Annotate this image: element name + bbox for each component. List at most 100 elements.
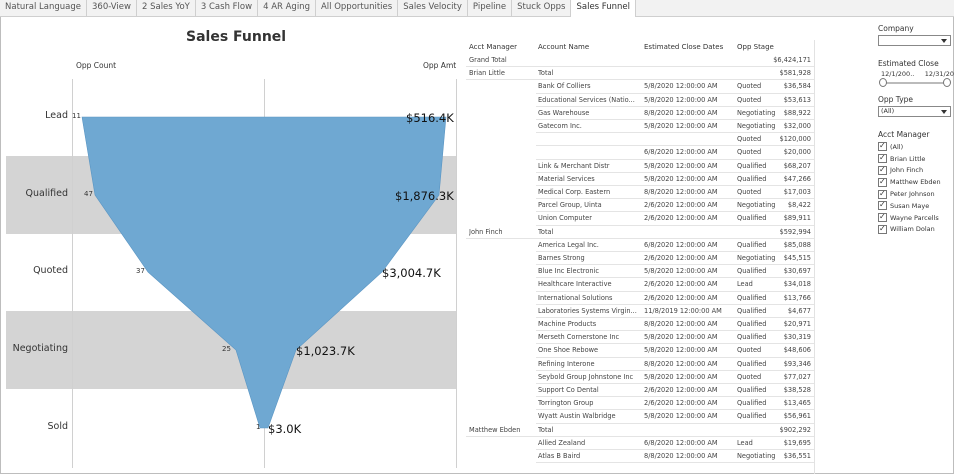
header-opp-stage[interactable]: Opp Stage <box>737 43 774 51</box>
checkbox-checked-icon[interactable] <box>878 224 887 234</box>
table-row[interactable]: Quoted $120,000 <box>466 133 814 146</box>
cell-opp-stage: Quoted <box>737 135 762 144</box>
cell-opp-stage: Negotiating <box>737 452 776 460</box>
checkbox-checked-icon[interactable] <box>878 212 887 223</box>
table-row[interactable]: Merseth Cornerstone Inc 5/8/2020 12:00:00… <box>466 331 814 344</box>
acct-manager-option[interactable]: Brian Little <box>878 153 954 165</box>
slider-knob-end[interactable] <box>943 78 951 87</box>
table-row[interactable]: America Legal Inc. 6/8/2020 12:00:00 AM Qu… <box>466 239 814 252</box>
table-row[interactable]: Laboratories Systems Virgin... 11/8/2019 … <box>466 305 814 318</box>
table-row[interactable]: Material Services 5/8/2020 12:00:00 AM Qua… <box>466 173 814 186</box>
acct-manager-option[interactable]: (All) <box>878 141 954 153</box>
table-row[interactable]: Seybold Group Johnstone Inc 5/8/2020 12:0… <box>466 371 814 384</box>
company-filter-title: Company <box>878 24 914 33</box>
cell-account-name: Seybold Group Johnstone Inc <box>538 372 634 381</box>
cell-opp-stage: Qualified <box>737 161 767 170</box>
cell-opp-amount: $48,606 <box>783 346 811 355</box>
acct-manager-option[interactable]: John Finch <box>878 165 954 177</box>
cell-close-date: 8/8/2020 12:00:00 AM <box>644 320 718 328</box>
cell-opp-amount: $68,207 <box>783 161 811 170</box>
acct-manager-title: Acct Manager <box>878 130 930 139</box>
stage-label-quoted: Quoted <box>33 265 68 276</box>
tab-natural-language[interactable]: Natural Language <box>0 0 88 16</box>
checkbox-checked-icon[interactable] <box>878 177 887 187</box>
cell-close-date: 2/6/2020 12:00:00 AM <box>644 399 718 408</box>
opp-amount-quoted: $3,004.7K <box>382 266 441 280</box>
cell-account-name: Support Co Dental <box>538 386 599 394</box>
row-divider <box>536 198 814 200</box>
tab-3-cash-flow[interactable]: 3 Cash Flow <box>195 0 259 16</box>
cell-account-name: Barnes Strong <box>538 254 585 262</box>
table-row[interactable]: Gatecom Inc. 5/8/2020 12:00:00 AM Negotiat… <box>466 120 814 133</box>
table-header: Acct Manager Account Name Estimated Clos… <box>466 40 814 54</box>
checkbox-checked-icon[interactable] <box>878 200 887 211</box>
cell-opp-amount: $89,911 <box>783 214 811 223</box>
acct-manager-option-label: (All) <box>890 142 904 151</box>
checkbox-checked-icon[interactable] <box>878 153 887 164</box>
table-row[interactable]: Link & Merchant Distr 5/8/2020 12:00:00 A… <box>466 160 814 173</box>
table-row[interactable]: Torrington Group 2/6/2020 12:00:00 AM Qual… <box>466 397 814 410</box>
opp-type-dropdown[interactable]: (All) <box>878 106 951 117</box>
opp-count-header: Opp Count <box>76 61 117 70</box>
cell-acct-manager: Grand Total <box>469 56 507 64</box>
table-row[interactable]: 6/8/2020 12:00:00 AM Quoted $20,000 <box>466 146 814 159</box>
table-row[interactable]: Barnes Strong 2/6/2020 12:00:00 AM Negotia… <box>466 252 814 265</box>
acct-manager-option[interactable]: Peter Johnson <box>878 188 954 200</box>
cell-opp-amount: $30,319 <box>783 333 811 342</box>
checkbox-checked-icon[interactable] <box>878 165 887 175</box>
table-row[interactable]: Healthcare Interactive 2/6/2020 12:00:00 … <box>466 278 814 291</box>
cell-opp-stage: Lead <box>737 438 753 447</box>
checkbox-checked-icon[interactable] <box>878 189 887 199</box>
table-row[interactable]: Parcel Group, Uinta 2/6/2020 12:00:00 AM N… <box>466 199 814 212</box>
cell-close-date: 5/8/2020 12:00:00 AM <box>644 95 718 104</box>
tab-sales-funnel[interactable]: Sales Funnel <box>571 0 636 17</box>
table-row[interactable]: International Solutions 2/6/2020 12:00:00… <box>466 292 814 305</box>
funnel-shape[interactable] <box>81 116 447 429</box>
acct-manager-option[interactable]: Susan Maye <box>878 200 954 212</box>
acct-manager-option[interactable]: Wayne Parcells <box>878 212 954 224</box>
table-row[interactable]: Grand Total $6,424,171 <box>466 54 814 67</box>
table-row[interactable]: Gas Warehouse 8/8/2020 12:00:00 AM Negotia… <box>466 107 814 120</box>
range-from: 12/1/200.. <box>881 70 915 78</box>
acct-manager-option[interactable]: William Dolan <box>878 224 954 236</box>
header-close-dates[interactable]: Estimated Close Dates <box>644 43 724 51</box>
cell-opp-amount: $6,424,171 <box>773 56 811 64</box>
tab-pipeline[interactable]: Pipeline <box>467 0 513 16</box>
table-row[interactable]: Matthew Ebden Total $902,292 <box>466 424 814 437</box>
table-row[interactable]: Atlas B Baird 8/8/2020 12:00:00 AM Negotia… <box>466 450 814 463</box>
checkbox-checked-icon[interactable] <box>878 141 887 152</box>
cell-account-name: One Shoe Rebowe <box>538 346 599 355</box>
header-acct-manager[interactable]: Acct Manager <box>469 43 518 51</box>
table-row[interactable]: Machine Products 8/8/2020 12:00:00 AM Qual… <box>466 318 814 331</box>
table-row[interactable]: Support Co Dental 2/6/2020 12:00:00 AM Qua… <box>466 384 814 397</box>
tab-sales-velocity[interactable]: Sales Velocity <box>398 0 468 16</box>
acct-manager-option[interactable]: Matthew Ebden <box>878 176 954 188</box>
tab-stuck-opps[interactable]: Stuck Opps <box>512 0 572 16</box>
cell-opp-stage: Qualified <box>737 320 767 328</box>
table-row[interactable]: Brian Little Total $581,928 <box>466 67 814 80</box>
table-row[interactable]: Wyatt Austin Walbridge 5/8/2020 12:00:00 … <box>466 410 814 423</box>
cell-close-date: 5/8/2020 12:00:00 AM <box>644 346 718 355</box>
table-row[interactable]: Blue Inc Electronic 5/8/2020 12:00:00 AM Q… <box>466 265 814 278</box>
company-dropdown[interactable] <box>878 35 951 46</box>
table-row[interactable]: Educational Services (Natio... 5/8/2020 1… <box>466 94 814 107</box>
estimated-close-slider[interactable] <box>879 78 951 87</box>
tab-all-opportunities[interactable]: All Opportunities <box>315 0 399 16</box>
table-row[interactable]: Union Computer 2/6/2020 12:00:00 AM Qualif… <box>466 212 814 225</box>
row-divider <box>536 303 814 305</box>
header-account-name[interactable]: Account Name <box>538 43 590 51</box>
tab-4-ar-aging[interactable]: 4 AR Aging <box>258 0 316 16</box>
tab-2-sales-yoy[interactable]: 2 Sales YoY <box>136 0 196 16</box>
table-row[interactable]: Medical Corp. Eastern 8/8/2020 12:00:00 A… <box>466 186 814 199</box>
cell-close-date: 5/8/2020 12:00:00 AM <box>644 372 718 381</box>
cell-close-date: 8/8/2020 12:00:00 AM <box>644 188 718 196</box>
tab-360-view[interactable]: 360-View <box>87 0 137 16</box>
table-row[interactable]: Allied Zealand 6/8/2020 12:00:00 AM Lead $1… <box>466 437 814 450</box>
opp-amount-sold: $3.0K <box>268 422 302 436</box>
table-row[interactable]: One Shoe Rebowe 5/8/2020 12:00:00 AM Quote… <box>466 344 814 357</box>
table-row[interactable]: Bank Of Colliers 5/8/2020 12:00:00 AM Quot… <box>466 80 814 93</box>
table-row[interactable]: John Finch Total $592,994 <box>466 226 814 239</box>
slider-knob-start[interactable] <box>879 78 887 87</box>
cell-opp-amount: $53,613 <box>783 95 811 104</box>
table-row[interactable]: Refining Interone 8/8/2020 12:00:00 AM Qua… <box>466 358 814 371</box>
